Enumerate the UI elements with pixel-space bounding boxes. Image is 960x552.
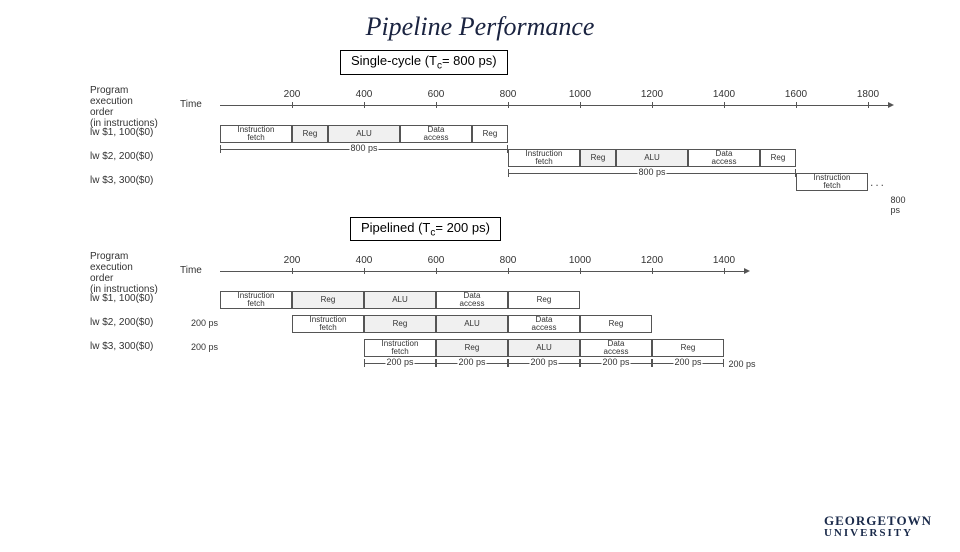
badge1-pre: Single-cycle (T [351,53,437,68]
tick [652,268,653,274]
instr-label: lw $3, 300($0) [90,175,153,186]
tick [508,268,509,274]
tick-label: 800 [500,255,517,266]
instr-label: lw $1, 100($0) [90,293,153,304]
stage-reg: Reg [292,291,364,309]
tick [364,268,365,274]
tick-label: 200 [284,255,301,266]
stage-mem: Data access [436,291,508,309]
tick [292,268,293,274]
tick [436,268,437,274]
stage-wb: Reg [472,125,508,143]
tick [580,268,581,274]
trailing-dim: 200 ps [727,359,756,369]
pipelined-diagram: Program execution order (in instructions… [90,245,870,385]
instr-label: lw $2, 200($0) [90,151,153,162]
page-title: Pipeline Performance [0,12,960,42]
tick-label: 600 [428,89,445,100]
time-axis [220,105,888,106]
logo-line1: GEORGETOWN [824,515,932,527]
dimension-label: 800 ps [349,143,378,153]
time-label: Time [180,265,202,276]
tick-label: 1000 [569,255,591,266]
tick-label: 400 [356,89,373,100]
stage-alu: ALU [328,125,400,143]
stage-mem: Data access [400,125,472,143]
time-label: Time [180,99,202,110]
time-axis [220,271,744,272]
tick [868,102,869,108]
stage-if: Instruction fetch [796,173,868,191]
trailing-dim: 800 ps [889,195,906,215]
stage-if: Instruction fetch [292,315,364,333]
tick [508,102,509,108]
tick [724,102,725,108]
single-cycle-diagram: Program execution order (in instructions… [90,79,870,209]
stage-if: Instruction fetch [364,339,436,357]
ellipsis: ... [870,175,886,189]
badge2-pre: Pipelined (T [361,220,430,235]
instr-label: lw $3, 300($0) [90,341,153,352]
dimension-label: 200 ps [673,357,702,367]
stage-alu: ALU [508,339,580,357]
tick [652,102,653,108]
badge2-tail: = 200 ps) [435,220,490,235]
row-gap-label: 200 ps [190,318,219,328]
instr-label: lw $1, 100($0) [90,127,153,138]
tick-label: 800 [500,89,517,100]
dimension-label: 200 ps [457,357,486,367]
stage-reg: Reg [436,339,508,357]
pipelined-badge: Pipelined (Tc= 200 ps) [350,217,501,242]
tick-label: 1200 [641,255,663,266]
axis-arrow [888,102,894,108]
stage-mem: Data access [508,315,580,333]
program-label: Program execution order (in instructions… [90,85,160,129]
stage-wb: Reg [508,291,580,309]
row-gap-label: 200 ps [190,342,219,352]
stage-alu: ALU [364,291,436,309]
stage-if: Instruction fetch [220,125,292,143]
tick-label: 1400 [713,255,735,266]
badge1-tail: = 800 ps) [442,53,497,68]
stage-reg: Reg [292,125,328,143]
stage-wb: Reg [652,339,724,357]
dimension-label: 200 ps [385,357,414,367]
tick-label: 1600 [785,89,807,100]
tick-label: 600 [428,255,445,266]
tick [580,102,581,108]
stage-reg: Reg [364,315,436,333]
single-cycle-badge: Single-cycle (Tc= 800 ps) [340,50,508,75]
program-label: Program execution order (in instructions… [90,251,160,295]
axis-arrow [744,268,750,274]
dimension-label: 200 ps [529,357,558,367]
stage-reg: Reg [580,149,616,167]
stage-wb: Reg [760,149,796,167]
tick [796,102,797,108]
tick [436,102,437,108]
dimension-label: 800 ps [637,167,666,177]
logo-line2: UNIVERSITY [824,528,932,538]
georgetown-logo: GEORGETOWN UNIVERSITY [824,515,932,538]
stage-if: Instruction fetch [508,149,580,167]
stage-wb: Reg [580,315,652,333]
dimension-label: 200 ps [601,357,630,367]
stage-mem: Data access [688,149,760,167]
tick [292,102,293,108]
tick [364,102,365,108]
stage-if: Instruction fetch [220,291,292,309]
instr-label: lw $2, 200($0) [90,317,153,328]
stage-alu: ALU [436,315,508,333]
tick [724,268,725,274]
tick-label: 400 [356,255,373,266]
tick-label: 1000 [569,89,591,100]
stage-alu: ALU [616,149,688,167]
tick-label: 200 [284,89,301,100]
tick-label: 1200 [641,89,663,100]
tick-label: 1400 [713,89,735,100]
stage-mem: Data access [580,339,652,357]
tick-label: 1800 [857,89,879,100]
